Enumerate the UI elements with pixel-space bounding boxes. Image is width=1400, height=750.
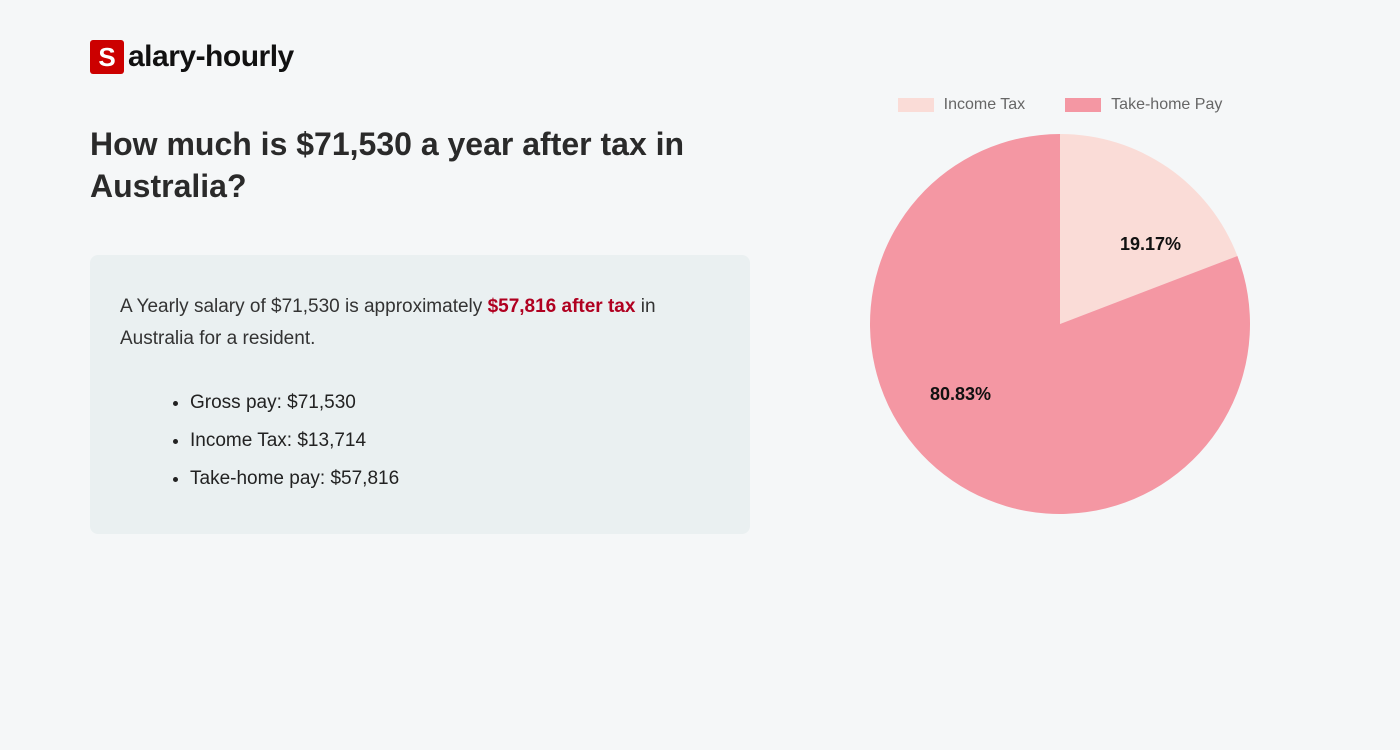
summary-prefix: A Yearly salary of $71,530 is approximat…	[120, 296, 488, 317]
legend-label: Take-home Pay	[1111, 96, 1222, 114]
legend-label: Income Tax	[944, 96, 1026, 114]
legend-swatch	[898, 98, 934, 112]
summary-list: Gross pay: $71,530 Income Tax: $13,714 T…	[120, 384, 720, 498]
legend-item-income-tax: Income Tax	[898, 96, 1026, 114]
list-item: Take-home pay: $57,816	[190, 460, 720, 498]
legend-item-take-home: Take-home Pay	[1065, 96, 1222, 114]
logo-badge: S	[90, 40, 124, 74]
summary-sentence: A Yearly salary of $71,530 is approximat…	[120, 291, 720, 356]
logo-text: alary-hourly	[128, 40, 294, 74]
list-item: Gross pay: $71,530	[190, 384, 720, 422]
summary-highlight: $57,816 after tax	[488, 296, 636, 317]
page-title: How much is $71,530 a year after tax in …	[90, 124, 750, 207]
pie-svg	[870, 134, 1250, 514]
list-item: Income Tax: $13,714	[190, 422, 720, 460]
summary-box: A Yearly salary of $71,530 is approximat…	[90, 255, 750, 534]
brand-logo: S alary-hourly	[90, 40, 1310, 74]
pie-slice-label-take-home: 80.83%	[930, 384, 991, 405]
chart-column: Income Tax Take-home Pay 19.17% 80.83%	[810, 124, 1310, 534]
pie-slice-label-income-tax: 19.17%	[1120, 234, 1181, 255]
pie-chart: 19.17% 80.83%	[870, 134, 1250, 514]
chart-legend: Income Tax Take-home Pay	[898, 96, 1223, 114]
left-column: How much is $71,530 a year after tax in …	[90, 124, 750, 534]
main-content: How much is $71,530 a year after tax in …	[90, 124, 1310, 534]
legend-swatch	[1065, 98, 1101, 112]
